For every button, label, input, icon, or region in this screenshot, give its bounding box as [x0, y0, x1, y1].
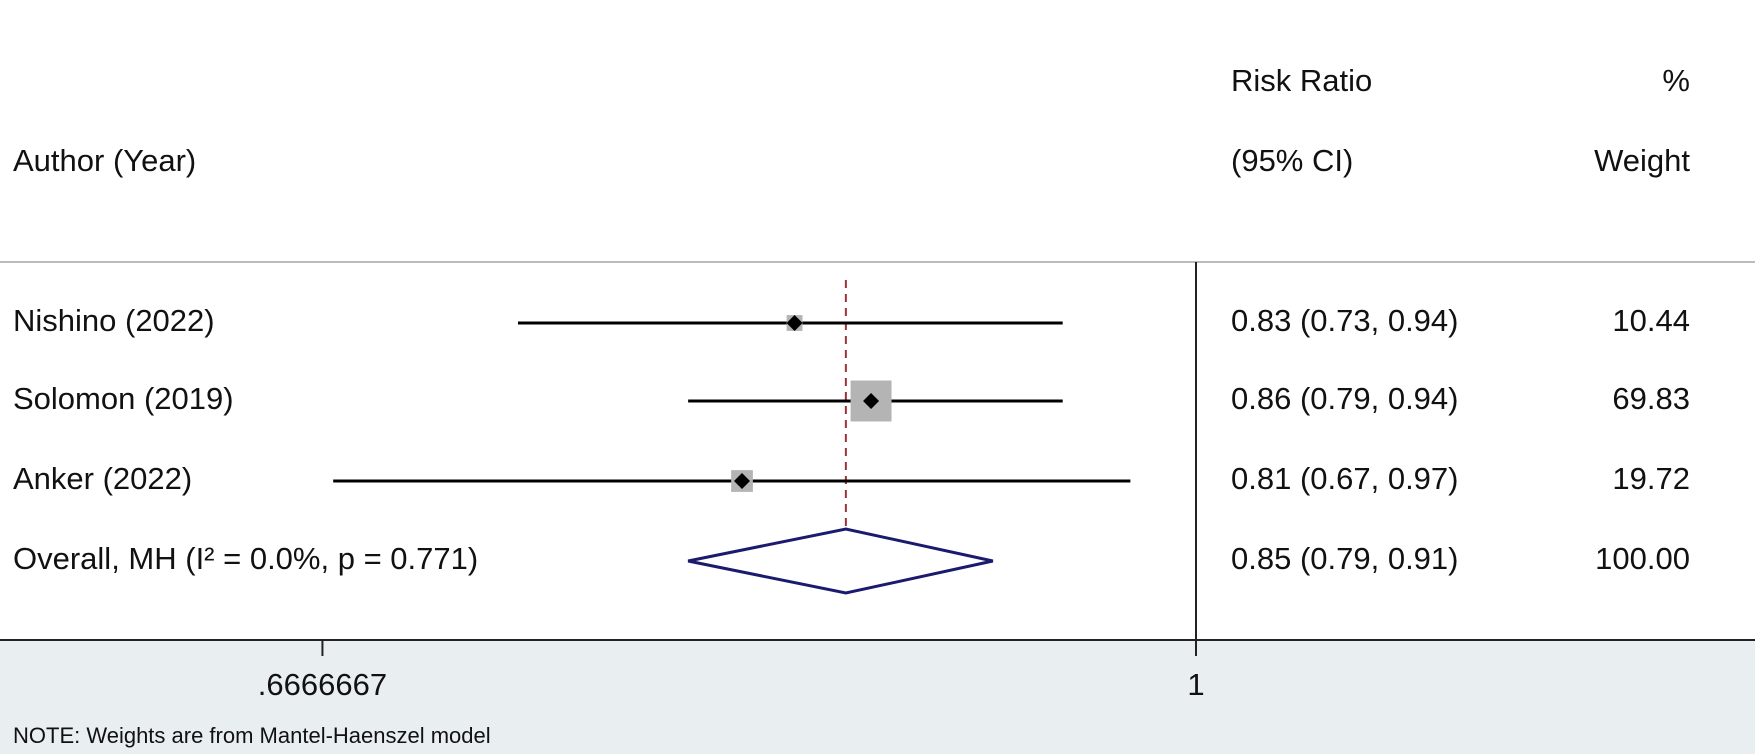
weight-header: Weight — [1594, 143, 1690, 178]
weight-label: 69.83 — [1612, 381, 1690, 416]
point-estimate — [786, 315, 803, 331]
overall-label: Overall, MH (I² = 0.0%, p = 0.771) — [13, 541, 478, 576]
axis-band — [0, 640, 1755, 754]
study-label: Solomon (2019) — [13, 381, 234, 416]
study-header: Author (Year) — [13, 143, 196, 178]
overall-weight-label: 100.00 — [1595, 541, 1690, 576]
x-tick-label: .6666667 — [258, 667, 387, 702]
point-estimate — [863, 393, 880, 409]
study-label: Nishino (2022) — [13, 303, 215, 338]
weight-label: 19.72 — [1612, 461, 1690, 496]
ci-label: 0.86 (0.79, 0.94) — [1231, 381, 1459, 416]
ci-label: 0.81 (0.67, 0.97) — [1231, 461, 1459, 496]
x-tick-label: 1 — [1187, 667, 1204, 702]
overall-ci-label: 0.85 (0.79, 0.91) — [1231, 541, 1459, 576]
ci-label: 0.83 (0.73, 0.94) — [1231, 303, 1459, 338]
study-label: Anker (2022) — [13, 461, 192, 496]
overall-diamond — [687, 527, 994, 595]
estimate-header: Risk Ratio — [1231, 63, 1372, 98]
point-estimate — [734, 473, 751, 489]
weight-header: % — [1662, 63, 1690, 98]
weight-label: 10.44 — [1612, 303, 1690, 338]
note: NOTE: Weights are from Mantel-Haenszel m… — [13, 723, 491, 748]
estimate-header: (95% CI) — [1231, 143, 1353, 178]
